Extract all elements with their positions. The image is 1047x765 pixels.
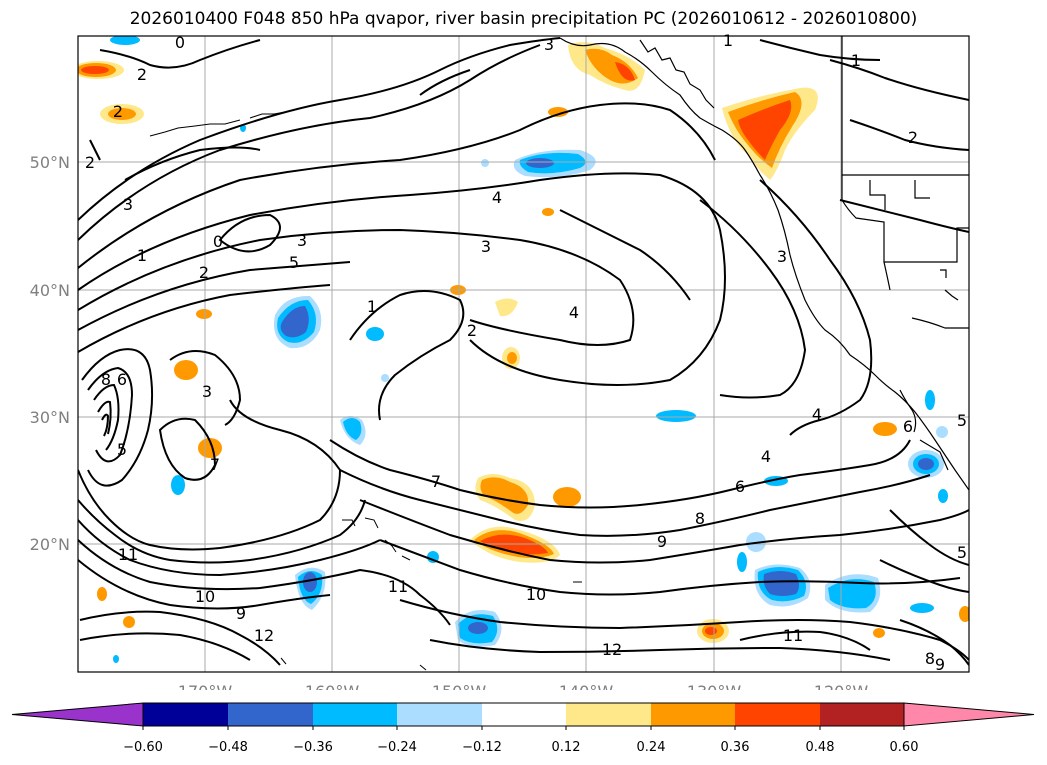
contour-label: 3 <box>123 195 133 214</box>
colorbar-segment <box>228 703 313 726</box>
contour-label: 0 <box>175 33 185 52</box>
contour-label: 4 <box>761 447 771 466</box>
colorbar-tick-label: 0.12 <box>552 740 581 755</box>
precipitation-shading <box>78 36 969 663</box>
map-frame <box>77 35 970 673</box>
lon-label: 120°W <box>814 682 869 690</box>
lat-label: 50°N <box>30 153 70 172</box>
figure-title: 2026010400 F048 850 hPa qvapor, river ba… <box>129 9 918 29</box>
map-background <box>78 36 969 672</box>
contour-label: 12 <box>254 626 274 645</box>
contour-labels: 0 1 2 3 2 2 3 4 3 0 1 2 3 5 1 2 4 3 8 6 … <box>85 31 967 674</box>
contour-label: 11 <box>118 545 138 564</box>
lon-label: 140°W <box>559 682 614 690</box>
contour-label: 3 <box>544 35 554 54</box>
qvapor-contours <box>78 37 969 666</box>
contour-label: 2 <box>908 128 918 147</box>
contour-label: 11 <box>388 577 408 596</box>
contour-label: 9 <box>935 655 945 674</box>
map-panel: 0 1 2 3 2 2 3 4 3 0 1 2 3 5 1 2 4 3 8 6 … <box>30 31 970 690</box>
contour-label: 3 <box>202 382 212 401</box>
contour-label: 8 <box>695 509 705 528</box>
contour-label: 4 <box>812 405 822 424</box>
contour-label: 10 <box>195 587 215 606</box>
lat-label: 20°N <box>30 535 70 554</box>
contour-label: 6 <box>117 370 127 389</box>
contour-label: 4 <box>492 188 502 207</box>
colorbar-tick-label: 0.24 <box>637 740 666 755</box>
contour-label: 12 <box>602 640 622 659</box>
colorbar-outline <box>142 702 905 727</box>
lon-label: 170°W <box>178 682 233 690</box>
contour-label: 3 <box>297 231 307 250</box>
contour-label: 11 <box>783 626 803 645</box>
colorbar-tick-label: −0.60 <box>123 740 163 755</box>
colorbar-tick-label: −0.48 <box>208 740 248 755</box>
contour-label: 5 <box>117 440 127 459</box>
colorbar-tick-label: −0.12 <box>462 740 502 755</box>
colorbar-segment <box>143 703 228 726</box>
contour-label: 1 <box>723 31 733 50</box>
grid-lines <box>78 36 969 672</box>
lon-label: 150°W <box>432 682 487 690</box>
lat-label: 30°N <box>30 408 70 427</box>
lon-label: 130°W <box>687 682 742 690</box>
colorbar-extend-low <box>11 702 144 727</box>
latitude-labels: 50°N 40°N 30°N 20°N <box>30 153 70 554</box>
lon-label: 160°W <box>305 682 360 690</box>
contour-label: 1 <box>851 51 861 70</box>
colorbar-ticks: −0.60 −0.48 −0.36 −0.24 −0.12 0.12 0.24 0.36 0.4… <box>123 726 918 755</box>
contour-label: 5 <box>957 411 967 430</box>
contour-label: 7 <box>431 472 441 491</box>
contour-label: 10 <box>526 585 546 604</box>
contour-label: 0 <box>213 232 223 251</box>
colorbar-segment <box>566 703 651 726</box>
lat-label: 40°N <box>30 281 70 300</box>
contour-label: 7 <box>210 455 220 474</box>
contour-label: 2 <box>467 321 477 340</box>
colorbar-tick-label: 0.60 <box>890 740 919 755</box>
colorbar-extend-high <box>903 702 1035 727</box>
colorbar-segment <box>820 703 904 726</box>
contour-label: 8 <box>925 649 935 668</box>
contour-label: 2 <box>199 263 209 282</box>
contour-label: 9 <box>236 604 246 623</box>
contour-label: 2 <box>85 153 95 172</box>
contour-label: 9 <box>657 532 667 551</box>
contour-label: 2 <box>113 102 123 121</box>
colorbar-tick-label: 0.36 <box>721 740 750 755</box>
colorbar-segment <box>397 703 482 726</box>
contour-label: 4 <box>569 303 579 322</box>
colorbar-segments <box>11 702 1035 727</box>
contour-label: 3 <box>481 237 491 256</box>
colorbar-segment <box>313 703 397 726</box>
contour-label: 3 <box>777 247 787 266</box>
colorbar-segment <box>735 703 820 726</box>
contour-label: 5 <box>957 543 967 562</box>
contour-label: 1 <box>367 297 377 316</box>
contour-label: 1 <box>137 246 147 265</box>
contour-label: 6 <box>735 477 745 496</box>
colorbar-tick-label: 0.48 <box>806 740 835 755</box>
colorbar-tick-label: −0.36 <box>293 740 333 755</box>
contour-label: 8 <box>101 370 111 389</box>
longitude-labels: 170°W 160°W 150°W 140°W 130°W 120°W <box>178 682 869 690</box>
contour-label: 5 <box>289 253 299 272</box>
colorbar-tick-label: −0.24 <box>377 740 417 755</box>
contour-label: 6 <box>903 417 913 436</box>
colorbar-segment <box>651 703 735 726</box>
contour-label: 2 <box>137 65 147 84</box>
colorbar-segment <box>482 703 566 726</box>
